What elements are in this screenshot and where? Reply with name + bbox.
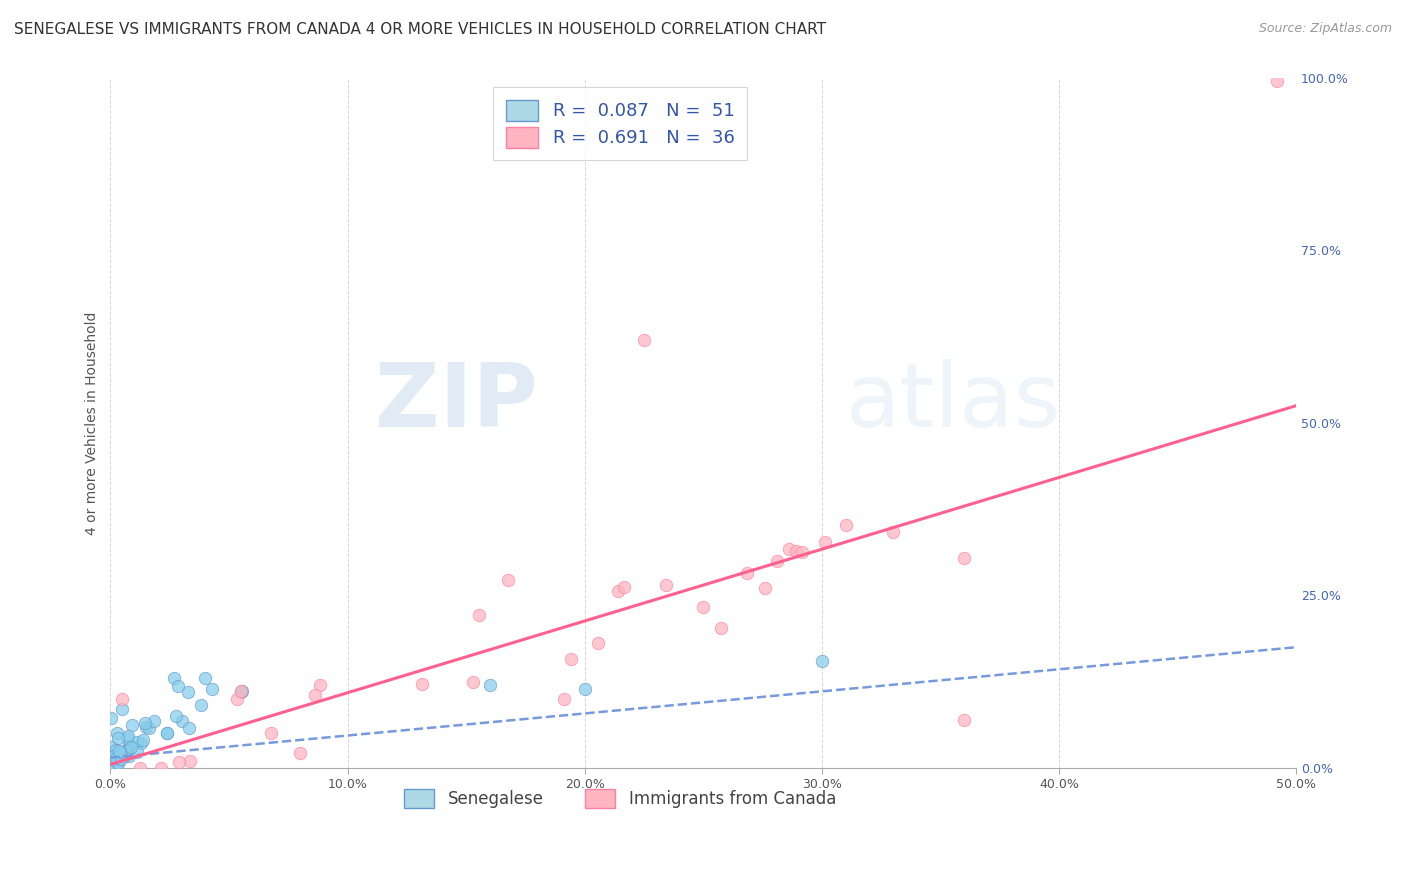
Point [107,756,129,770]
Point [142,714,165,728]
Text: ZIP: ZIP [374,359,537,446]
Point [633,333,655,347]
Point [834,517,856,532]
Point [411,676,433,690]
Point [167,679,190,693]
Point [226,692,249,706]
Point [814,534,837,549]
Point [190,698,212,713]
Point [111,692,134,706]
Point [229,684,252,698]
Point [177,684,200,698]
Y-axis label: 4 or more Vehicles in Household: 4 or more Vehicles in Household [86,311,100,534]
Point [156,726,179,740]
Point [127,734,149,748]
Point [710,621,733,635]
Text: Source: ZipAtlas.com: Source: ZipAtlas.com [1258,22,1392,36]
Point [101,760,124,774]
Point [309,678,332,692]
Legend: Senegalese, Immigrants from Canada: Senegalese, Immigrants from Canada [398,782,842,814]
Point [163,672,186,686]
Point [150,761,173,775]
Point [692,599,714,614]
Point [765,554,787,568]
Point [177,721,200,735]
Point [229,685,252,699]
Point [105,726,128,740]
Point [201,682,224,697]
Point [120,740,142,755]
Point [138,721,160,735]
Point [179,754,201,768]
Point [101,756,124,771]
Point [779,542,801,557]
Point [553,692,575,706]
Point [167,755,190,769]
Point [105,742,128,756]
Point [882,524,904,539]
Text: atlas: atlas [845,359,1060,446]
Point [478,678,501,692]
Point [790,544,813,558]
Point [496,574,519,588]
Point [115,731,138,746]
Point [104,751,127,765]
Point [654,577,676,591]
Point [785,544,807,558]
Point [288,746,311,760]
Point [132,733,155,747]
Point [128,761,150,775]
Point [125,745,148,759]
Point [231,684,253,698]
Point [118,739,141,753]
Point [111,701,134,715]
Point [468,608,491,623]
Point [110,745,132,759]
Point [118,749,141,764]
Point [953,713,976,727]
Point [156,726,179,740]
Point [107,731,129,746]
Point [129,736,152,750]
Point [560,652,582,666]
Point [170,714,193,729]
Point [165,709,187,723]
Point [114,744,136,758]
Point [811,654,834,668]
Point [108,744,131,758]
Point [260,725,283,739]
Point [121,717,143,731]
Point [737,566,759,580]
Point [114,746,136,760]
Point [117,729,139,743]
Point [101,740,124,755]
Point [112,745,135,759]
Point [135,720,157,734]
Point [115,743,138,757]
Point [103,748,125,763]
Point [134,716,156,731]
Point [107,756,129,770]
Text: SENEGALESE VS IMMIGRANTS FROM CANADA 4 OR MORE VEHICLES IN HOUSEHOLD CORRELATION: SENEGALESE VS IMMIGRANTS FROM CANADA 4 O… [14,22,827,37]
Point [574,681,596,696]
Point [953,550,976,565]
Point [114,749,136,764]
Point [461,674,484,689]
Point [613,580,636,594]
Point [115,747,138,761]
Point [586,635,609,649]
Point [1265,74,1288,88]
Point [754,581,776,595]
Point [110,752,132,766]
Point [606,584,628,599]
Point [304,688,326,702]
Point [194,671,217,685]
Point [100,710,122,724]
